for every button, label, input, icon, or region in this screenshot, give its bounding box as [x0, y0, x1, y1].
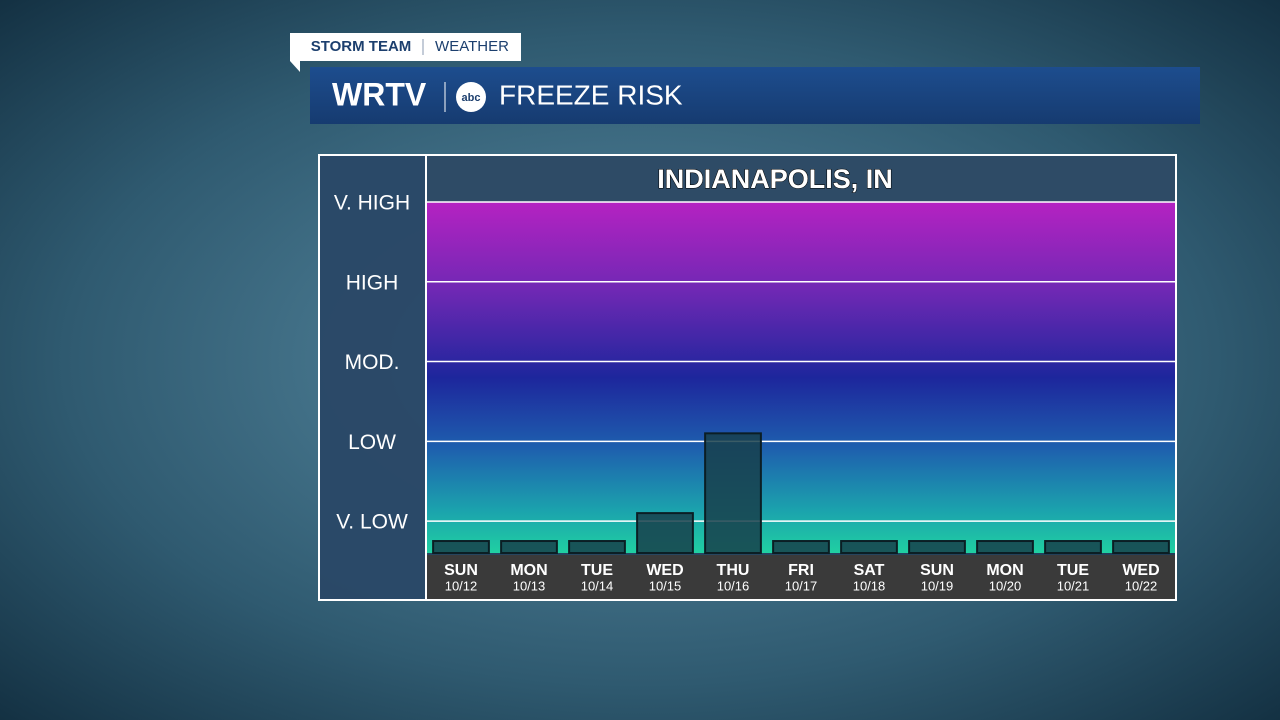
tag-left: STORM TEAM	[311, 38, 412, 55]
y-tick-label: LOW	[348, 431, 396, 454]
header-tag	[290, 33, 521, 61]
y-tick-label: V. LOW	[336, 511, 408, 534]
network-logo	[456, 82, 486, 112]
x-tick-label: FRI	[788, 562, 814, 579]
x-tick-label: WED	[1122, 562, 1159, 579]
y-tick-label: HIGH	[346, 271, 399, 294]
y-tick-label: MOD.	[345, 351, 400, 374]
x-tick-label: SUN	[920, 562, 954, 579]
bar	[1112, 540, 1170, 555]
bar	[704, 432, 762, 554]
x-tick-label: MON	[986, 562, 1023, 579]
x-tick-label: SAT	[854, 562, 885, 579]
tag-right: WEATHER	[435, 38, 509, 55]
bar	[1044, 540, 1102, 555]
x-tick-label: THU	[717, 562, 750, 579]
x-tick-date: 10/19	[921, 578, 954, 593]
bar	[432, 540, 490, 555]
x-tick-date: 10/12	[445, 578, 478, 593]
bar	[908, 540, 966, 555]
header-band	[310, 67, 1200, 124]
x-tick-date: 10/20	[989, 578, 1022, 593]
x-tick-date: 10/13	[513, 578, 546, 593]
bar	[568, 540, 626, 555]
x-tick-label: TUE	[581, 562, 613, 579]
bar	[500, 540, 558, 555]
x-tick-date: 10/16	[717, 578, 750, 593]
bar	[636, 512, 694, 555]
network: abc	[462, 92, 481, 104]
x-tick-date: 10/15	[649, 578, 682, 593]
header-tag-tail	[290, 61, 300, 72]
x-tick-label: TUE	[1057, 562, 1089, 579]
bar	[976, 540, 1034, 555]
x-tick-date: 10/18	[853, 578, 886, 593]
plot-area	[427, 202, 1175, 553]
y-axis-panel	[320, 156, 426, 599]
chart-title: INDIANAPOLIS, IN	[657, 164, 893, 194]
x-tick-date: 10/14	[581, 578, 614, 593]
x-tick-label: MON	[510, 562, 547, 579]
x-tick-label: WED	[646, 562, 683, 579]
title-bar	[427, 156, 1175, 201]
x-tick-date: 10/22	[1125, 578, 1158, 593]
y-tick-label: V. HIGH	[334, 192, 410, 215]
x-tick-label: SUN	[444, 562, 478, 579]
station: WRTV	[332, 76, 427, 112]
bar	[840, 540, 898, 555]
x-tick-date: 10/21	[1057, 578, 1090, 593]
bar	[772, 540, 830, 555]
headline: FREEZE RISK	[499, 79, 683, 110]
x-tick-date: 10/17	[785, 578, 818, 593]
date-row	[427, 555, 1175, 599]
